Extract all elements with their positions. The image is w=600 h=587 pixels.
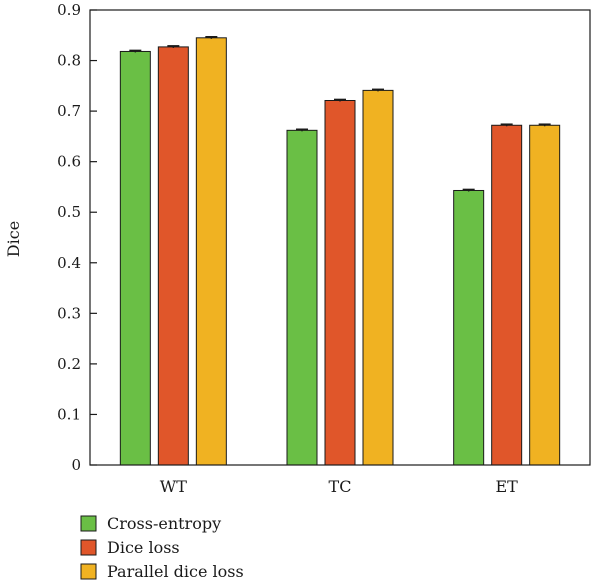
bar-tc-2 bbox=[362, 89, 394, 466]
bar-et-1 bbox=[491, 124, 523, 466]
y-axis-ticks: 0 0.1 0.2 0.3 0.4 0.5 0.6 0.7 0.8 0.9 bbox=[57, 1, 97, 474]
y-tick-label: 0.8 bbox=[57, 52, 81, 70]
legend: Cross-entropy Dice loss Parallel dice loss bbox=[80, 514, 244, 581]
y-axis-title: Dice bbox=[4, 221, 23, 257]
bar-et-0 bbox=[453, 189, 485, 466]
y-tick-label: 0.1 bbox=[57, 405, 81, 423]
x-category-label: ET bbox=[495, 477, 518, 496]
x-category-label: TC bbox=[329, 477, 352, 496]
legend-swatch bbox=[80, 515, 97, 532]
y-tick-label: 0.4 bbox=[57, 254, 81, 272]
y-tick-label: 0.6 bbox=[57, 153, 81, 171]
bar-tc-1 bbox=[324, 99, 356, 466]
bar-wt-0 bbox=[119, 50, 151, 466]
bar-wt-2 bbox=[195, 37, 227, 466]
y-tick-label: 0.5 bbox=[57, 203, 81, 221]
y-tick-label: 0 bbox=[71, 456, 81, 474]
bars-group bbox=[119, 35, 561, 466]
bar-tc-0 bbox=[286, 129, 318, 466]
y-tick-label: 0.2 bbox=[57, 355, 81, 373]
plot-frame bbox=[89, 9, 591, 466]
legend-swatch bbox=[80, 539, 97, 556]
x-category-label: WT bbox=[160, 477, 187, 496]
y-tick-label: 0.3 bbox=[57, 304, 81, 322]
legend-label: Cross-entropy bbox=[107, 514, 221, 533]
legend-label: Parallel dice loss bbox=[107, 562, 244, 581]
legend-label: Dice loss bbox=[107, 538, 180, 557]
bar-et-2 bbox=[529, 124, 561, 466]
y-tick-label: 0.7 bbox=[57, 102, 81, 120]
y-tick-label: 0.9 bbox=[57, 1, 81, 19]
bar-wt-1 bbox=[157, 46, 189, 466]
legend-swatch bbox=[80, 563, 97, 580]
x-axis-labels: WT TC ET bbox=[160, 477, 518, 496]
